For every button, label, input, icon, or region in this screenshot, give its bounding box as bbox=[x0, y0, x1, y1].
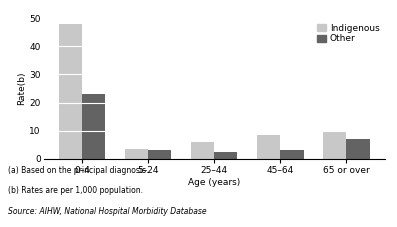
Text: (a) Based on the principal diagnosis.: (a) Based on the principal diagnosis. bbox=[8, 166, 148, 175]
Text: (b) Rates are per 1,000 population.: (b) Rates are per 1,000 population. bbox=[8, 186, 143, 195]
Bar bbox=[125, 149, 148, 159]
X-axis label: Age (years): Age (years) bbox=[188, 178, 241, 187]
Bar bbox=[148, 151, 172, 159]
Legend: Indigenous, Other: Indigenous, Other bbox=[316, 23, 381, 44]
Bar bbox=[257, 135, 280, 159]
Bar bbox=[323, 131, 347, 159]
Y-axis label: Rate(b): Rate(b) bbox=[17, 72, 27, 105]
Bar bbox=[82, 94, 106, 159]
Bar bbox=[59, 24, 82, 159]
Bar bbox=[347, 139, 370, 159]
Bar bbox=[191, 142, 214, 159]
Text: Source: AIHW, National Hospital Morbidity Database: Source: AIHW, National Hospital Morbidit… bbox=[8, 207, 206, 216]
Bar bbox=[214, 152, 237, 159]
Bar bbox=[280, 151, 304, 159]
